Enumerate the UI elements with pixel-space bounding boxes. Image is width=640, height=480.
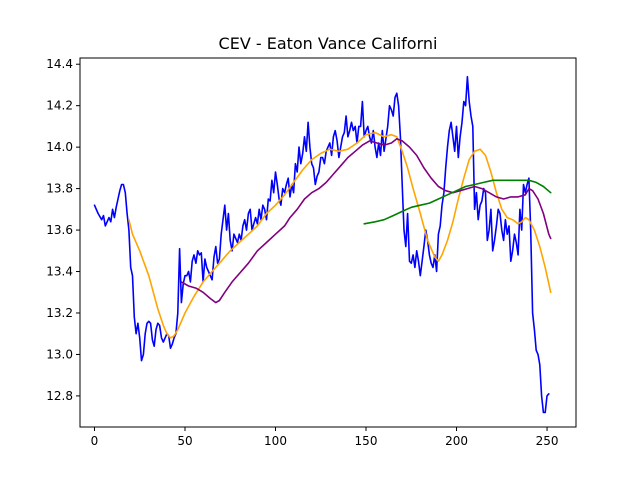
x-tick-label: 0 [91,434,99,448]
y-tick-label: 14.4 [46,57,73,71]
series-line-2 [180,138,552,304]
y-axis: 12.8 13.0 13.2 13.4 13.6 13.8 14.0 14.2 14.4 [46,57,80,403]
x-tick-label: 50 [177,434,192,448]
x-tick-label: 100 [264,434,287,448]
y-tick-label: 12.8 [46,389,73,403]
y-tick-label: 14.2 [46,99,73,113]
x-tick-label: 150 [355,434,378,448]
plot-frame [79,57,577,428]
series-line-0 [93,75,550,414]
y-tick-label: 13.4 [46,265,73,279]
y-tick-label: 14.0 [46,140,73,154]
x-tick-label: 250 [536,434,559,448]
y-tick-label: 13.8 [46,182,73,196]
y-tick-label: 13.0 [46,347,73,361]
chart-title: CEV - Eaton Vance Californi [219,34,438,53]
y-tick-label: 13.2 [46,306,73,320]
x-axis: 0 50 100 150 200 250 [91,427,559,448]
series-layer [93,75,552,414]
x-tick-label: 200 [445,434,468,448]
y-tick-label: 13.6 [46,223,73,237]
series-line-3 [363,179,552,225]
